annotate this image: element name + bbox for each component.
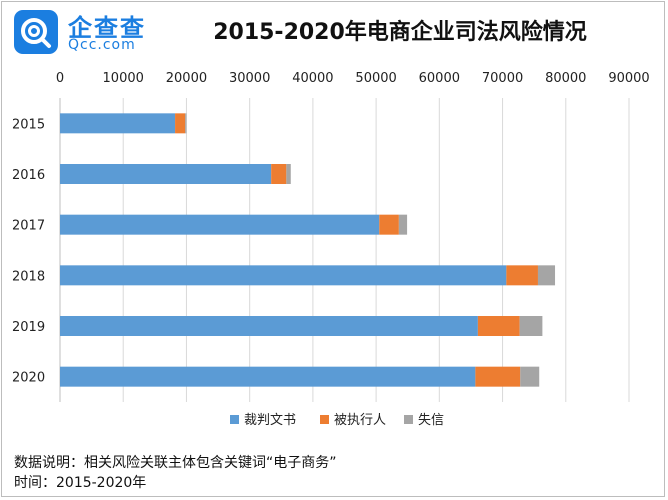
y-tick-label: 2019 xyxy=(12,320,45,335)
x-tick-label: 40000 xyxy=(292,71,333,86)
y-tick-label: 2017 xyxy=(12,219,45,234)
data-period: 时间：2015-2020年 xyxy=(14,475,147,491)
legend-label: 裁判文书 xyxy=(244,412,296,428)
data-description: 数据说明：相关风险关联主体包含关键词“电子商务” xyxy=(14,455,337,471)
x-tick-label: 50000 xyxy=(355,71,396,86)
bar-segment xyxy=(398,214,408,235)
chart-title: 2015-2020年电商企业司法风险情况 xyxy=(213,20,587,45)
bar-segment xyxy=(175,113,186,134)
bar-segment xyxy=(286,164,291,184)
brand-name: 企查查 xyxy=(68,14,146,42)
header: 企查查 Qcc.com 2015-2020年电商企业司法风险情况 xyxy=(0,0,668,64)
y-tick-label: 2015 xyxy=(12,117,45,132)
bar-segment xyxy=(60,366,476,387)
x-tick-label: 70000 xyxy=(482,71,523,86)
bar-segment xyxy=(60,164,272,184)
y-tick-label: 2018 xyxy=(12,269,45,284)
bar-segment xyxy=(520,366,540,387)
x-tick-label: 80000 xyxy=(545,71,586,86)
x-tick-label: 0 xyxy=(56,71,64,86)
brand-domain: Qcc.com xyxy=(68,37,136,53)
bar-segment xyxy=(519,316,543,336)
bar-segment xyxy=(537,265,556,286)
x-tick-label: 90000 xyxy=(608,71,649,86)
y-tick-label: 2016 xyxy=(12,168,45,183)
legend-swatch xyxy=(404,415,413,424)
legend-swatch xyxy=(320,415,329,424)
x-tick-label: 10000 xyxy=(103,71,144,86)
legend-label: 失信 xyxy=(418,413,444,428)
bar-segment xyxy=(185,113,187,134)
bar-segment xyxy=(271,164,287,184)
bar-segment xyxy=(60,316,478,336)
legend-swatch xyxy=(230,415,239,424)
bar-segment xyxy=(60,265,507,286)
bar-segment xyxy=(60,214,380,235)
x-tick-label: 30000 xyxy=(229,71,270,86)
x-tick-label: 20000 xyxy=(166,71,207,86)
qcc-logo-icon xyxy=(14,10,58,54)
bar-segment xyxy=(506,265,538,286)
bar-segment xyxy=(475,366,521,387)
legend-label: 被执行人 xyxy=(334,413,386,428)
bar-segment xyxy=(477,316,520,336)
bar-segment xyxy=(379,214,399,235)
x-tick-label: 60000 xyxy=(419,71,460,86)
y-tick-label: 2020 xyxy=(12,371,45,386)
bar-segment xyxy=(60,113,176,134)
